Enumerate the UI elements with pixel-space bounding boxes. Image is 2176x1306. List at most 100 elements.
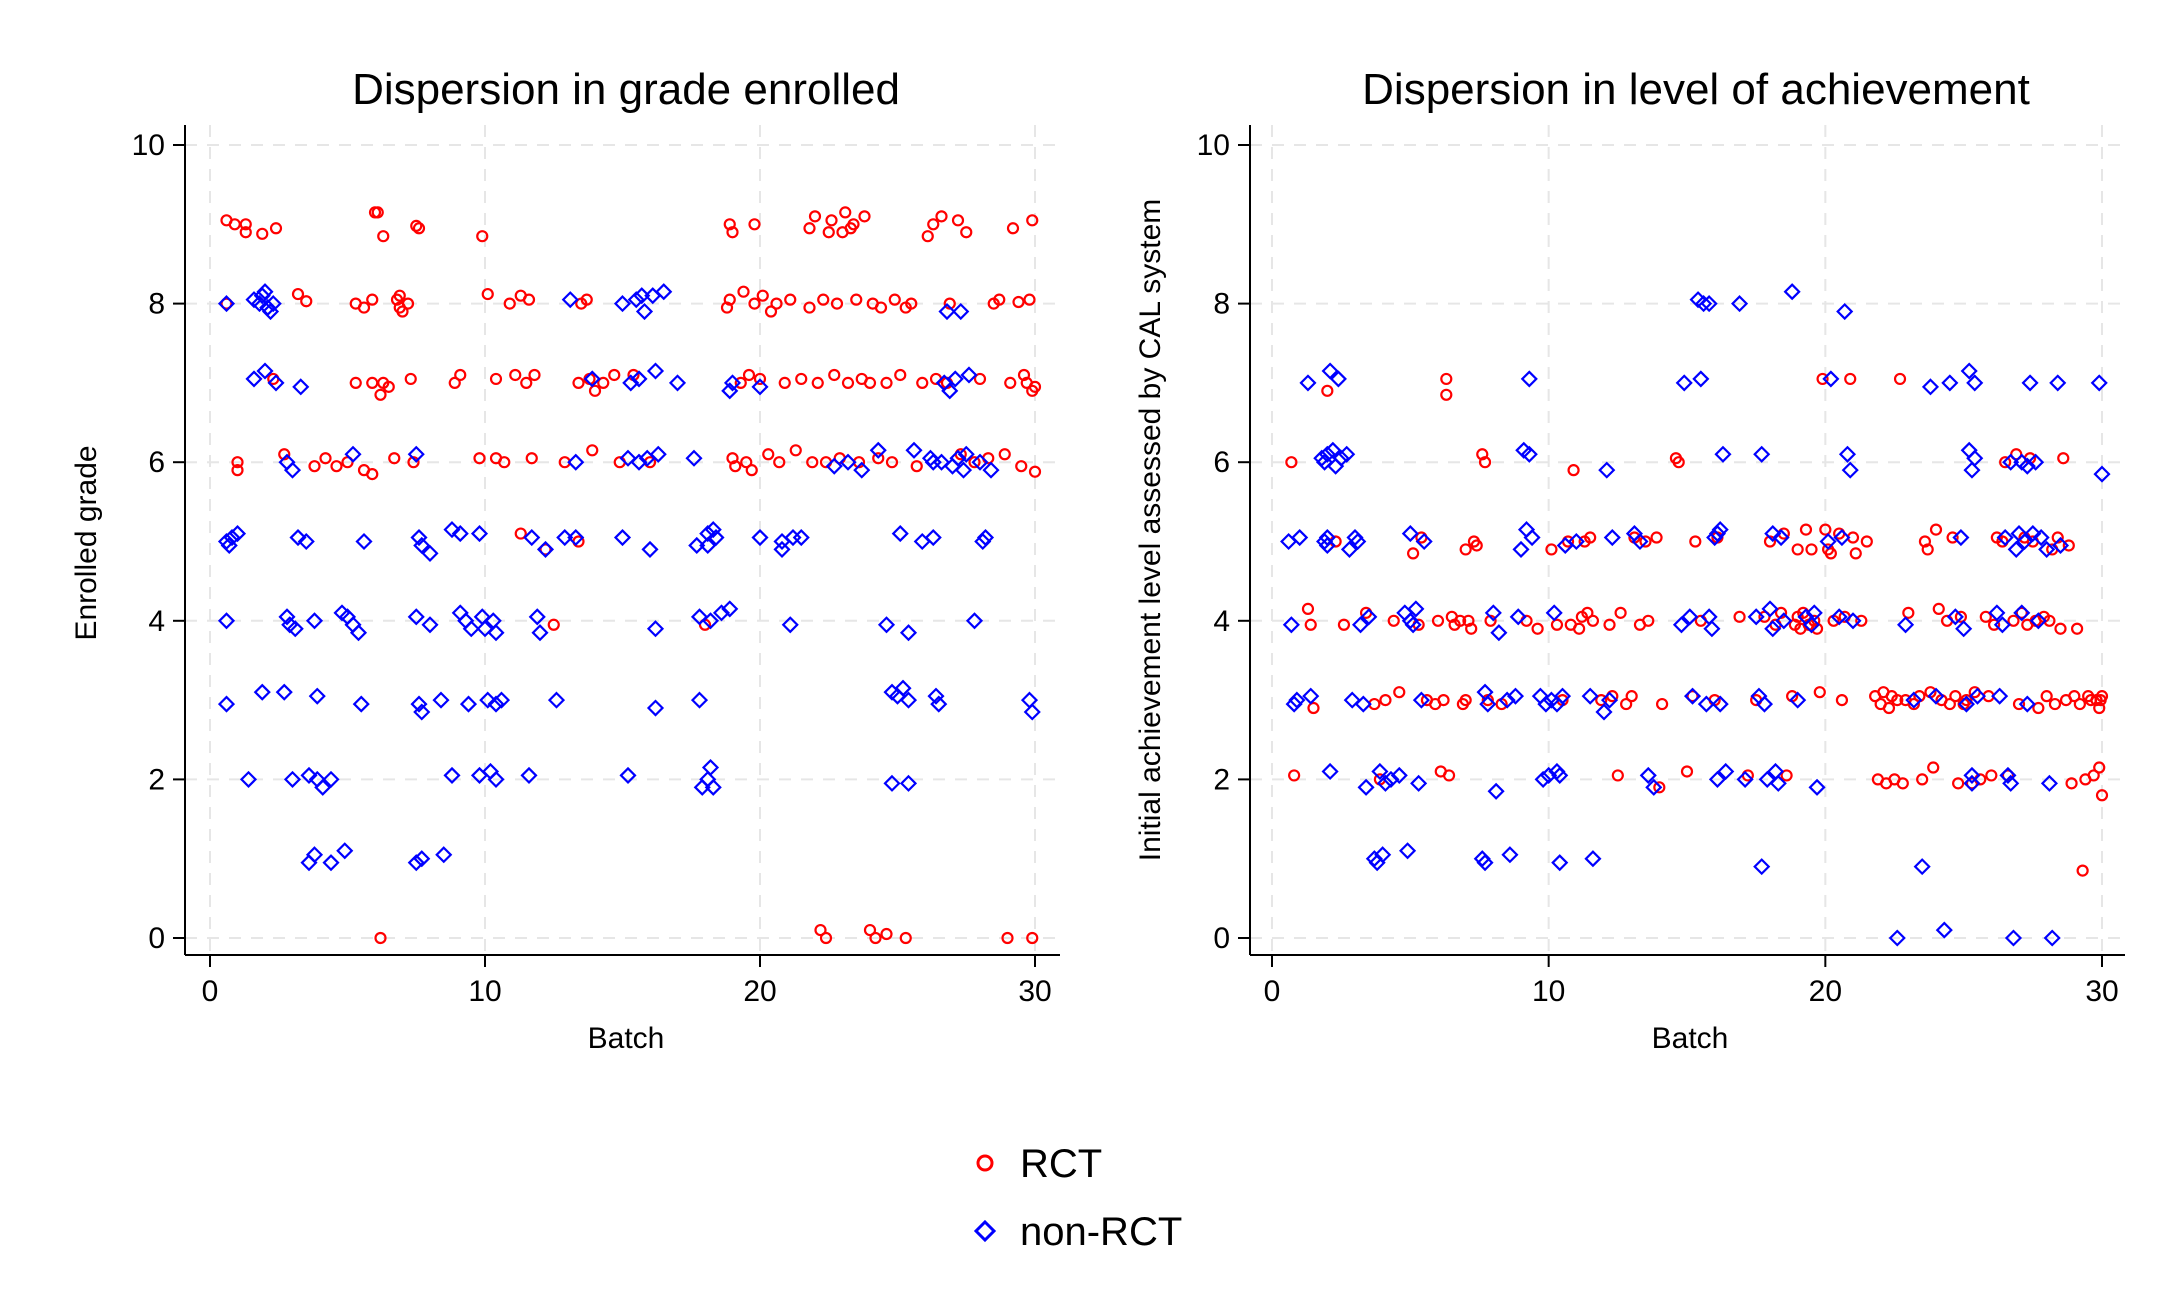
point-non-rct	[1639, 766, 1657, 784]
point-rct	[1288, 769, 1301, 782]
point-rct	[2062, 539, 2075, 552]
point-non-rct	[646, 699, 665, 717]
x-axis-label: Batch	[1652, 1022, 1729, 1055]
point-non-rct	[688, 536, 706, 555]
point-rct	[377, 230, 390, 243]
point-non-rct	[627, 291, 645, 309]
point-non-rct	[487, 770, 505, 788]
point-rct	[2093, 701, 2106, 715]
point-rct	[2065, 777, 2078, 790]
point-rct	[1603, 618, 1616, 631]
point-rct	[830, 297, 844, 310]
point-non-rct	[264, 295, 282, 313]
point-rct	[308, 460, 321, 473]
panel-achievement-level: Dispersion in level of achievement Initi…	[1134, 65, 2125, 1055]
point-non-rct	[1783, 283, 1801, 301]
point-non-rct	[1695, 295, 1713, 313]
point-non-rct	[487, 624, 505, 642]
point-non-rct	[641, 540, 659, 558]
point-rct	[1985, 769, 1998, 782]
point-non-rct	[1819, 532, 1837, 551]
point-non-rct	[1321, 362, 1339, 380]
point-non-rct	[413, 703, 431, 721]
point-non-rct	[635, 302, 654, 321]
point-rct	[1012, 295, 1025, 309]
series-non-rct	[1280, 283, 2111, 947]
point-rct	[729, 460, 742, 473]
point-non-rct	[1412, 691, 1430, 709]
point-rct	[1321, 384, 1334, 397]
point-rct	[1478, 456, 1492, 469]
point-rct	[885, 456, 899, 469]
point-rct	[1799, 523, 1813, 536]
point-non-rct	[1711, 521, 1729, 539]
point-non-rct	[462, 620, 480, 638]
point-non-rct	[528, 608, 546, 626]
point-rct	[231, 456, 244, 469]
point-non-rct	[1357, 778, 1375, 796]
point-non-rct	[1897, 616, 1915, 634]
x-tick-label: 30	[1018, 975, 1051, 1008]
point-non-rct	[869, 441, 887, 459]
point-non-rct	[1318, 528, 1336, 547]
point-non-rct	[1675, 374, 1693, 392]
point-rct	[1004, 376, 1017, 389]
point-rct	[1017, 368, 1031, 382]
point-rct	[588, 384, 602, 397]
point-rct	[1672, 456, 1685, 469]
x-tick-label: 20	[743, 975, 776, 1008]
point-non-rct	[349, 624, 368, 642]
point-non-rct	[707, 528, 725, 547]
point-rct	[2054, 622, 2067, 635]
point-rct	[808, 210, 822, 223]
point-non-rct	[217, 295, 236, 313]
point-non-rct	[1700, 295, 1718, 313]
point-non-rct	[1755, 695, 1774, 713]
series-rct	[220, 206, 1042, 945]
x-tick-label: 0	[1264, 975, 1281, 1008]
point-non-rct	[1708, 770, 1726, 788]
point-non-rct	[781, 616, 799, 634]
point-rct	[393, 289, 406, 302]
point-rct	[723, 218, 736, 231]
point-rct	[1780, 769, 1793, 782]
panel-grade-enrolled: Dispersion in grade enrolled Enrolled gr…	[70, 65, 1060, 1055]
point-non-rct	[435, 846, 453, 864]
point-rct	[1584, 531, 1597, 544]
point-non-rct	[1501, 846, 1519, 864]
point-rct	[998, 448, 1011, 461]
point-non-rct	[322, 854, 340, 872]
point-non-rct	[965, 612, 984, 630]
point-rct	[894, 368, 907, 382]
point-rct	[1028, 380, 1042, 393]
point-rct	[1026, 931, 1039, 945]
point-non-rct	[1479, 695, 1497, 713]
point-non-rct	[2029, 612, 2047, 630]
point-non-rct	[561, 291, 579, 309]
chart-title: Dispersion in level of achievement	[1362, 65, 2030, 114]
point-non-rct	[1888, 929, 1906, 947]
point-rct	[520, 376, 533, 389]
point-non-rct	[1354, 695, 1372, 713]
point-non-rct	[1584, 850, 1602, 868]
point-non-rct	[410, 528, 428, 547]
point-non-rct	[1963, 774, 1981, 792]
point-rct	[412, 222, 426, 235]
point-rct	[1454, 614, 1467, 627]
point-rct	[806, 456, 819, 469]
point-rct	[1442, 769, 1456, 782]
point-non-rct	[1399, 842, 1417, 860]
point-rct	[745, 464, 758, 477]
point-rct	[1470, 539, 1483, 552]
point-rct	[1586, 614, 1600, 627]
point-non-rct	[336, 842, 354, 860]
point-non-rct	[413, 850, 431, 868]
point-non-rct	[239, 770, 258, 788]
axes	[184, 125, 1060, 956]
point-non-rct	[1410, 774, 1428, 792]
point-rct	[514, 527, 527, 540]
point-rct	[1301, 602, 1315, 616]
point-non-rct	[410, 695, 428, 713]
point-non-rct	[1966, 449, 1984, 467]
point-rct	[1625, 690, 1638, 703]
